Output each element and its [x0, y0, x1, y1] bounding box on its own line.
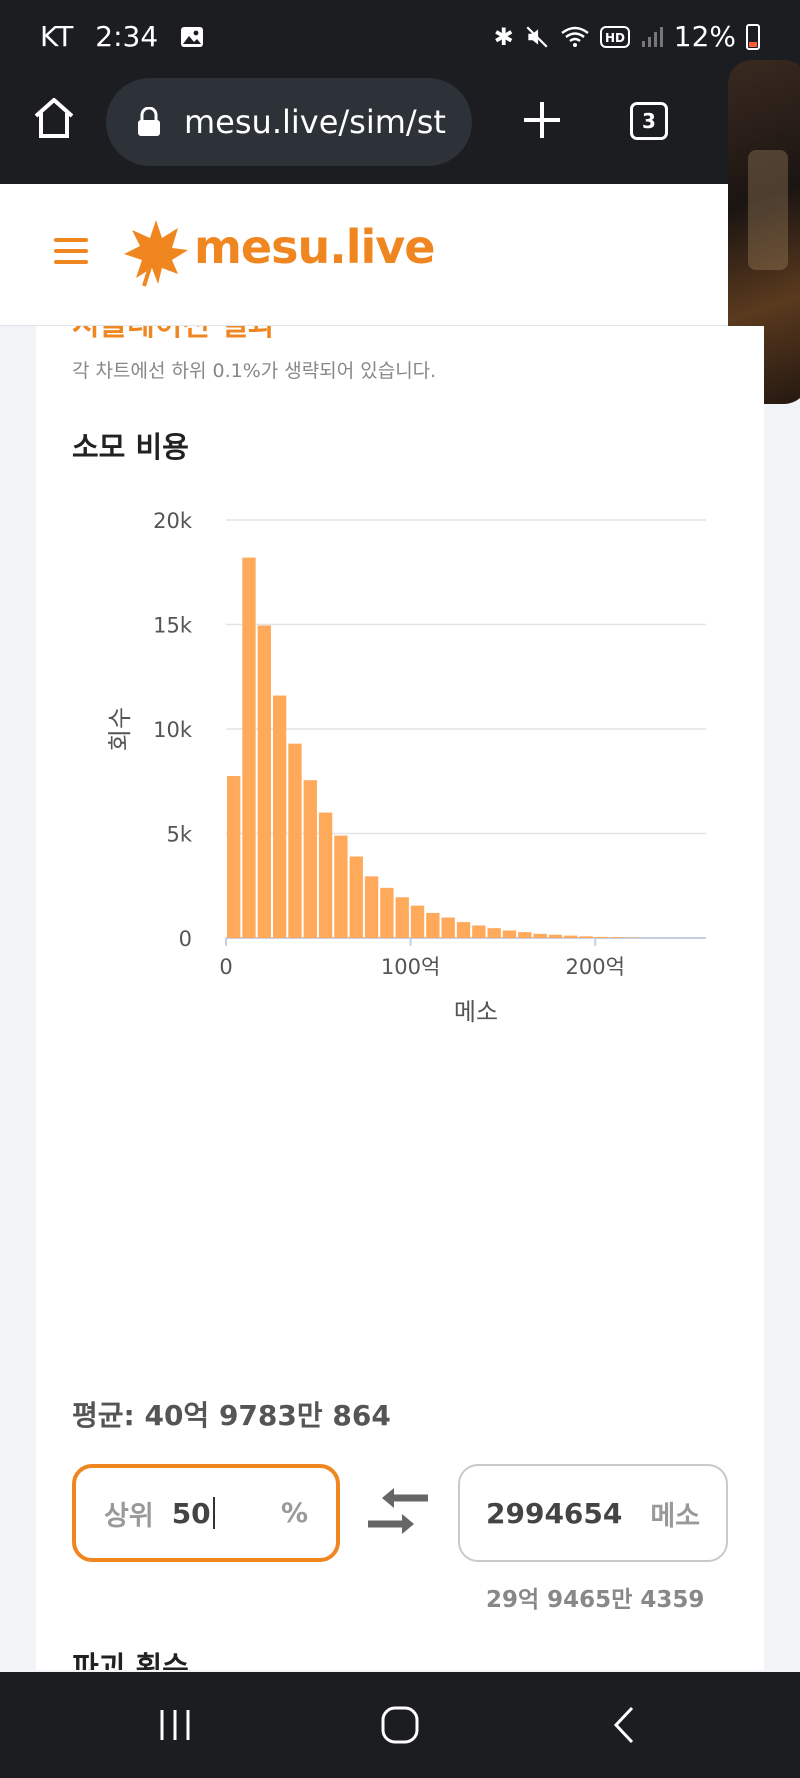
- cost-histogram-chart: 0 5k 10k 15k 20k 0 100억 200억 회수 메소: [106, 509, 706, 1026]
- x-tick-label: 100억: [381, 955, 440, 979]
- svg-text:HD: HD: [605, 31, 625, 45]
- histogram-bar[interactable]: [410, 905, 425, 938]
- histogram-bar[interactable]: [288, 743, 302, 938]
- meso-input[interactable]: 2994654 메소: [458, 1464, 728, 1562]
- home-nav-icon[interactable]: [375, 1700, 425, 1750]
- percentile-prefix: 상위: [104, 1500, 154, 1532]
- histogram-bar[interactable]: [334, 835, 348, 938]
- x-tick-label: 0: [219, 955, 232, 979]
- lock-icon: [138, 107, 160, 136]
- histogram-bar[interactable]: [303, 780, 317, 938]
- chart-title: 소모 비용: [72, 430, 189, 464]
- histogram-bar[interactable]: [227, 776, 241, 938]
- text-caret: [212, 1497, 215, 1529]
- mean-label: 평균:: [72, 1399, 135, 1432]
- home-icon[interactable]: [30, 94, 78, 142]
- next-section-title: 파괴 횟수: [72, 1650, 189, 1670]
- histogram-bar[interactable]: [564, 935, 578, 938]
- y-axis-title: 회수: [106, 707, 134, 751]
- histogram-bar[interactable]: [610, 937, 624, 938]
- bluetooth-icon: ✱: [493, 22, 514, 51]
- histogram-bar[interactable]: [548, 934, 563, 938]
- percentile-suffix: %: [280, 1497, 308, 1529]
- wifi-icon: [561, 26, 589, 47]
- maple-leaf-logo-icon: [124, 220, 188, 287]
- histogram-bar[interactable]: [318, 812, 333, 938]
- x-tick-label: 200억: [566, 955, 625, 979]
- histogram-bar[interactable]: [625, 937, 639, 938]
- histogram-bar[interactable]: [502, 930, 517, 938]
- swap-arrows-icon[interactable]: [366, 1486, 430, 1536]
- histogram-bar[interactable]: [579, 936, 593, 938]
- histogram-bar[interactable]: [364, 876, 379, 938]
- histogram-bar[interactable]: [426, 912, 440, 938]
- y-tick-label: 5k: [166, 823, 192, 847]
- simulation-result-card: 시뮬레이션 결과 각 차트에선 하위 0.1%가 생략되어 있습니다. 소모 비…: [36, 326, 764, 1670]
- histogram-bar[interactable]: [395, 897, 409, 938]
- histogram-bar[interactable]: [242, 557, 256, 938]
- back-icon[interactable]: [600, 1700, 650, 1750]
- histogram-bar[interactable]: [349, 856, 363, 938]
- mean-stat: 평균: 40억 9783만 864: [72, 1394, 391, 1434]
- y-tick-label: 0: [179, 927, 192, 951]
- histogram-bar[interactable]: [518, 932, 532, 938]
- image-icon: [181, 26, 204, 47]
- system-nav-bar: [0, 1672, 800, 1778]
- tab-switcher-button[interactable]: 3: [630, 102, 668, 140]
- battery-icon: [746, 23, 760, 50]
- site-logo-text[interactable]: mesu.live: [194, 220, 435, 274]
- site-header: mesu.live: [0, 184, 728, 326]
- meso-suffix: 메소: [650, 1500, 700, 1532]
- url-text: mesu.live/sim/st: [184, 103, 446, 141]
- meso-value[interactable]: 2994654: [486, 1496, 623, 1530]
- recent-apps-icon[interactable]: [150, 1700, 200, 1750]
- histogram-bar[interactable]: [472, 925, 486, 938]
- histogram-bar[interactable]: [487, 928, 501, 938]
- histogram-bar[interactable]: [441, 917, 455, 938]
- meso-korean-readout: 29억 9465만 4359: [486, 1587, 705, 1613]
- histogram-bar[interactable]: [272, 695, 287, 938]
- y-tick-label: 15k: [153, 614, 193, 638]
- browser-toolbar: mesu.live/sim/st 3: [0, 76, 800, 184]
- histogram-bar[interactable]: [257, 625, 271, 938]
- histogram-bar[interactable]: [380, 887, 394, 938]
- x-axis-title: 메소: [454, 998, 498, 1026]
- histogram-bar[interactable]: [456, 922, 471, 938]
- section-subtitle: 각 차트에선 하위 0.1%가 생략되어 있습니다.: [72, 360, 437, 382]
- battery-percent: 12%: [673, 20, 736, 53]
- percentile-input[interactable]: 상위 50 %: [72, 1464, 340, 1562]
- histogram-bar[interactable]: [594, 936, 609, 938]
- signal-icon: [641, 26, 663, 47]
- mean-value: 40억 9783만 864: [144, 1399, 391, 1432]
- hd-icon: HD: [599, 25, 630, 48]
- status-bar: KT 2:34 ✱ HD 12%: [0, 0, 800, 76]
- y-tick-label: 20k: [153, 509, 193, 533]
- section-title: 시뮬레이션 결과: [72, 326, 276, 344]
- hamburger-menu-icon[interactable]: [54, 238, 88, 264]
- mute-icon: [526, 25, 548, 48]
- percentile-value[interactable]: 50: [171, 1496, 211, 1530]
- carrier-label: KT: [40, 20, 74, 53]
- new-tab-icon[interactable]: [520, 98, 564, 142]
- clock: 2:34: [95, 20, 159, 53]
- histogram-bar[interactable]: [533, 933, 547, 938]
- y-tick-label: 10k: [153, 718, 193, 742]
- address-bar[interactable]: mesu.live/sim/st: [106, 78, 472, 166]
